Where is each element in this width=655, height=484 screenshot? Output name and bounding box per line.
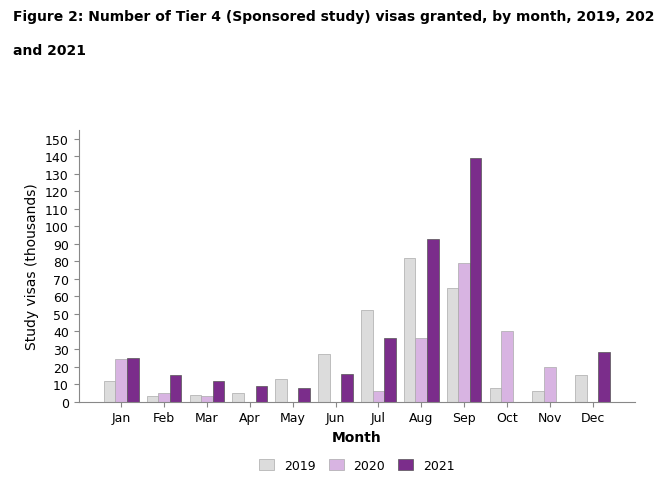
- Bar: [170, 376, 181, 402]
- Bar: [115, 360, 127, 402]
- Bar: [275, 379, 287, 402]
- Bar: [201, 396, 213, 402]
- Bar: [427, 239, 439, 402]
- Bar: [599, 353, 610, 402]
- Bar: [533, 391, 544, 402]
- Text: Figure 2: Number of Tier 4 (Sponsored study) visas granted, by month, 2019, 2020: Figure 2: Number of Tier 4 (Sponsored st…: [13, 10, 655, 24]
- Bar: [104, 381, 115, 402]
- Bar: [501, 332, 513, 402]
- Bar: [127, 358, 139, 402]
- Bar: [255, 386, 267, 402]
- Bar: [341, 374, 353, 402]
- Bar: [318, 354, 329, 402]
- Bar: [159, 393, 170, 402]
- Bar: [233, 393, 244, 402]
- Bar: [147, 396, 159, 402]
- Bar: [404, 258, 415, 402]
- Bar: [373, 391, 384, 402]
- Bar: [447, 288, 458, 402]
- Legend: 2019, 2020, 2021: 2019, 2020, 2021: [255, 454, 459, 477]
- Bar: [490, 388, 501, 402]
- Bar: [470, 159, 481, 402]
- Bar: [361, 311, 373, 402]
- Y-axis label: Study visas (thousands): Study visas (thousands): [26, 183, 39, 349]
- X-axis label: Month: Month: [332, 430, 382, 444]
- Bar: [189, 395, 201, 402]
- Bar: [415, 339, 427, 402]
- Bar: [544, 367, 555, 402]
- Bar: [575, 376, 587, 402]
- Bar: [213, 381, 224, 402]
- Text: and 2021: and 2021: [13, 44, 86, 58]
- Bar: [384, 339, 396, 402]
- Bar: [299, 388, 310, 402]
- Bar: [458, 264, 470, 402]
